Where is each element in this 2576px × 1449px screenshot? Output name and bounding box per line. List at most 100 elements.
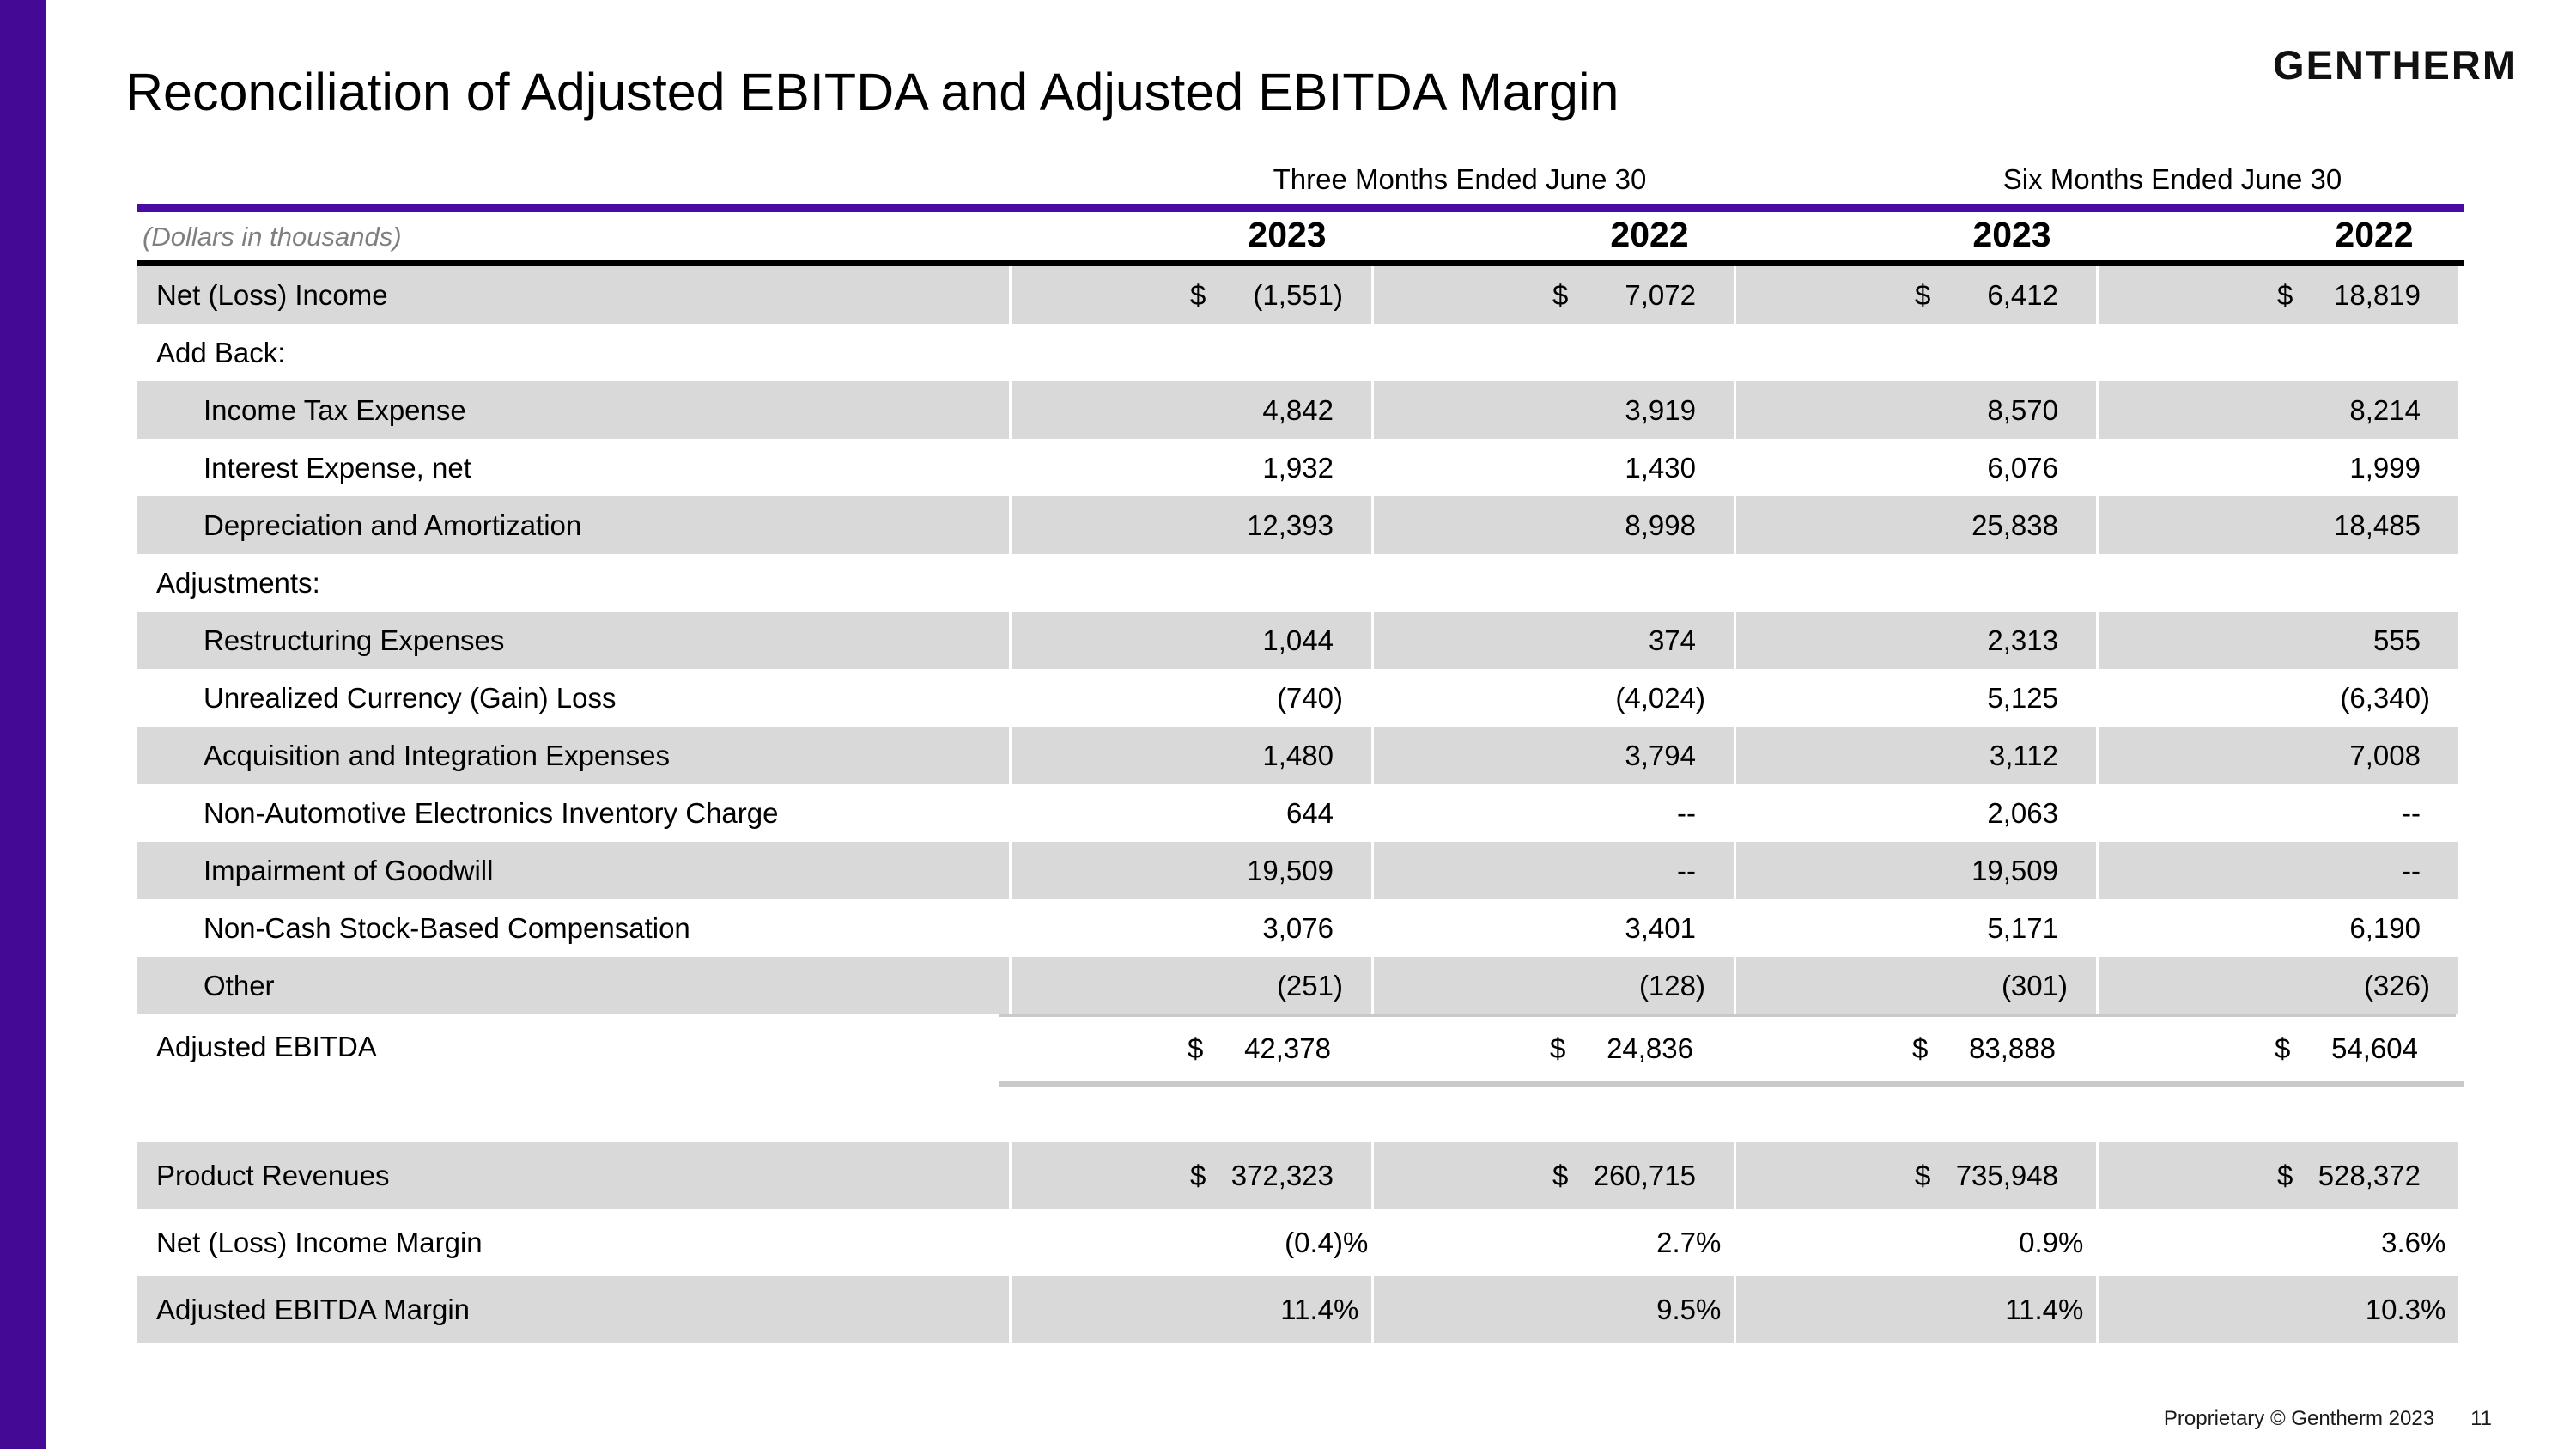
table-row: Non-Cash Stock-Based Compensation 3,076 3,…: [137, 899, 2464, 957]
cell-value: 3,919: [1625, 393, 1696, 426]
cell-value: (251): [1276, 969, 1343, 1002]
cell-value: 8,998: [1625, 508, 1696, 541]
value-cell: 9.5%: [1374, 1276, 1734, 1343]
value-cell: $7,072: [1374, 266, 1734, 324]
row-label: Other: [137, 957, 1009, 1014]
cell-value: 2,313: [1987, 624, 2058, 656]
value-cell: (0.4)%: [1012, 1209, 1371, 1276]
dollar-sign: $: [1915, 278, 1931, 311]
table-row: Income Tax Expense 4,842 3,919 8,570 8,214: [137, 381, 2464, 439]
table-row: Restructuring Expenses 1,044 374 2,313 555: [137, 612, 2464, 669]
page-title: Reconciliation of Adjusted EBITDA and Ad…: [125, 63, 1619, 121]
dollar-sign: $: [2277, 278, 2293, 311]
value-cell: $528,372: [2099, 1142, 2458, 1209]
slide-footer: Proprietary © Gentherm 2023 11: [2164, 1407, 2492, 1431]
units-note: (Dollars in thousands): [143, 222, 402, 252]
value-cell: 19,509: [1012, 842, 1371, 899]
dollar-sign: $: [2277, 1160, 2293, 1191]
value-cell: 3,401: [1374, 899, 1734, 957]
value-cell: 18,485: [2099, 496, 2458, 554]
table-row: Interest Expense, net 1,932 1,430 6,076 1,99…: [137, 439, 2464, 496]
dollar-sign: $: [1550, 1032, 1566, 1064]
cell-value: 2,063: [1987, 796, 2058, 829]
value-cell: 25,838: [1736, 496, 2096, 554]
cell-value: --: [2402, 854, 2421, 886]
value-cell: 19,509: [1736, 842, 2096, 899]
cell-value: --: [2402, 796, 2421, 829]
cell-value: 54,604: [2331, 1032, 2418, 1064]
value-cell: 7,008: [2099, 727, 2458, 784]
value-cell: 644: [1012, 784, 1371, 842]
cell-value: --: [1677, 796, 1696, 829]
value-cell: 10.3%: [2099, 1276, 2458, 1343]
value-cell: 3,076: [1012, 899, 1371, 957]
table-row: Add Back:: [137, 324, 2464, 381]
total-values-box: $42,378 $24,836 $83,888 $54,604: [999, 1014, 2456, 1080]
value-cell: 2,313: [1736, 612, 2096, 669]
cell-value: 1,430: [1625, 451, 1696, 484]
cell-value: 9.5%: [1656, 1294, 1722, 1325]
value-cell: --: [1374, 842, 1734, 899]
dollar-sign: $: [1190, 278, 1206, 311]
value-cell: --: [1374, 784, 1734, 842]
cell-value: (301): [2001, 969, 2068, 1002]
year-column-header: 2022: [1610, 215, 1689, 254]
cell-value: 0.9%: [2019, 1227, 2084, 1258]
cell-value: 5,171: [1987, 911, 2058, 944]
cell-value: (0.4)%: [1285, 1227, 1369, 1258]
dollar-sign: $: [1190, 1160, 1206, 1191]
value-cell: 3,919: [1374, 381, 1734, 439]
cell-value: 1,480: [1262, 739, 1334, 771]
dollar-sign: $: [2275, 1032, 2291, 1064]
value-cell: [1012, 324, 1371, 381]
value-cell: $372,323: [1012, 1142, 1371, 1209]
table-row-adjusted-ebitda-total: Adjusted EBITDA $42,378 $24,836 $83,888 $54,…: [137, 1014, 2464, 1080]
cell-value: 3,112: [1989, 739, 2058, 771]
cell-value: 528,372: [2318, 1160, 2421, 1191]
row-label: Net (Loss) Income: [137, 266, 1009, 324]
cell-value: 372,323: [1230, 1160, 1334, 1191]
table-row: Impairment of Goodwill 19,509 -- 19,509 --: [137, 842, 2464, 899]
cell-value: 24,836: [1607, 1032, 1693, 1064]
cell-value: 12,393: [1247, 508, 1334, 541]
value-cell: (4,024): [1374, 669, 1734, 727]
table-row: Product Revenues $372,323 $260,715 $735,948…: [137, 1142, 2464, 1209]
value-cell: [1374, 324, 1734, 381]
value-cell: --: [2099, 784, 2458, 842]
dollar-sign: $: [1552, 278, 1569, 311]
value-cell: (6,340): [2099, 669, 2458, 727]
value-cell: 5,171: [1736, 899, 2096, 957]
value-cell: 11.4%: [1012, 1276, 1371, 1343]
cell-value: 18,485: [2334, 508, 2421, 541]
row-label: Add Back:: [156, 336, 286, 368]
value-cell: $18,819: [2099, 266, 2458, 324]
cell-value: 8,214: [2349, 393, 2421, 426]
row-label: Restructuring Expenses: [137, 612, 1009, 669]
value-cell: $83,888: [1734, 1017, 2093, 1080]
value-cell: 3,794: [1374, 727, 1734, 784]
cell-value: 7,072: [1625, 278, 1696, 311]
value-cell: 2,063: [1736, 784, 2096, 842]
cell-value: (128): [1638, 969, 1705, 1002]
value-cell: (326): [2099, 957, 2458, 1014]
row-label: Income Tax Expense: [137, 381, 1009, 439]
table-row: Net (Loss) Income $ (1,551) $7,072 $6,412 $18…: [137, 266, 2464, 324]
value-cell: $54,604: [2096, 1017, 2456, 1080]
row-label: Acquisition and Integration Expenses: [137, 727, 1009, 784]
cell-value: 6,076: [1987, 451, 2058, 484]
cell-value: --: [1677, 854, 1696, 886]
cell-value: 5,125: [1987, 681, 2058, 714]
cell-value: 260,715: [1593, 1160, 1696, 1191]
cell-value: 1,932: [1262, 451, 1334, 484]
cell-value: 4,842: [1262, 393, 1334, 426]
left-accent-bar: [0, 0, 46, 1449]
cell-value: 1,999: [2349, 451, 2421, 484]
table-row: Unrealized Currency (Gain) Loss (740) (4,0…: [137, 669, 2464, 727]
year-column-header: 2022: [2335, 215, 2414, 254]
value-cell: 3,112: [1736, 727, 2096, 784]
row-label: Interest Expense, net: [204, 451, 471, 484]
value-cell: 555: [2099, 612, 2458, 669]
value-cell: 1,430: [1374, 439, 1734, 496]
cell-value: 18,819: [2334, 278, 2421, 311]
